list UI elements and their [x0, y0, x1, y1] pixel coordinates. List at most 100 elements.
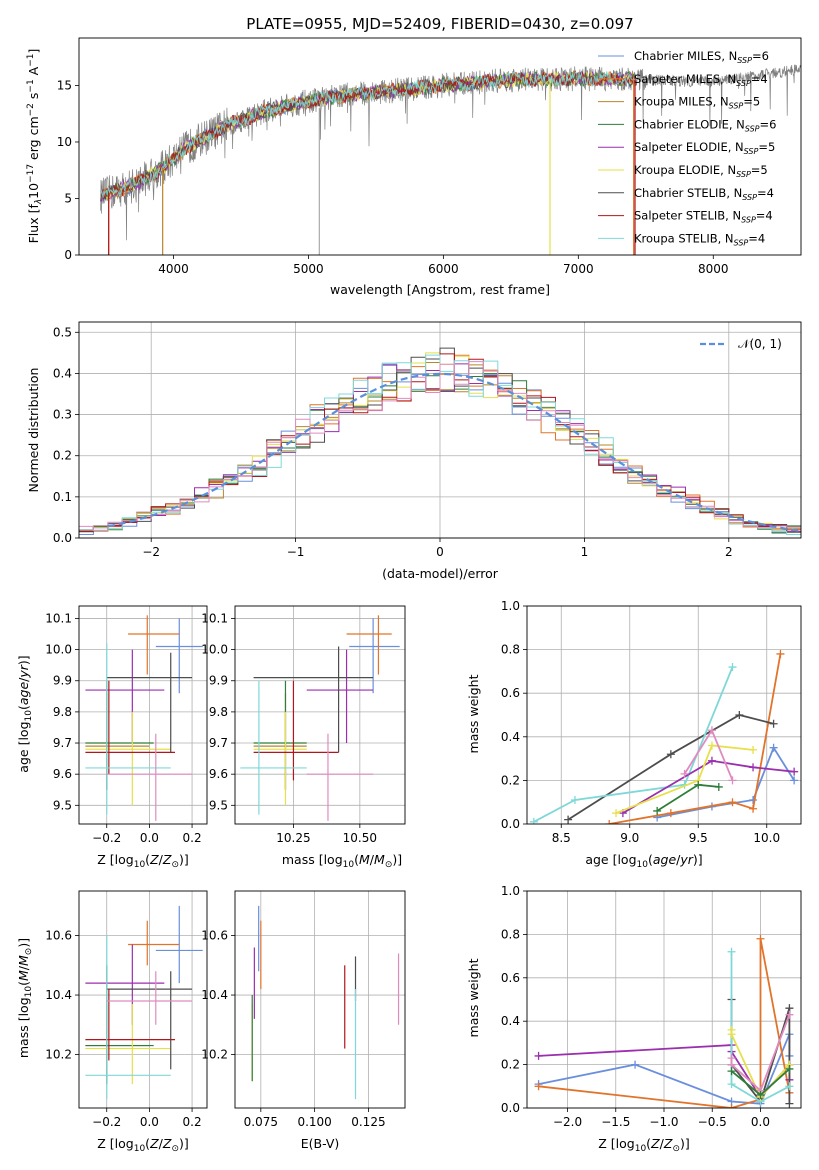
weight-marker — [785, 1064, 794, 1073]
weight-marker — [653, 806, 662, 815]
legend-label: Chabrier ELODIE, NSSP=6 — [634, 117, 776, 133]
agemass-xlabel: mass [log10(M/M⊙)] — [282, 852, 402, 870]
legend-sub: SSP — [744, 147, 759, 156]
weight-marker — [727, 1080, 736, 1089]
y-tick-label: 0.8 — [501, 643, 520, 657]
weight-marker — [707, 756, 716, 765]
histogram-xlabel: (data-model)/error — [382, 566, 499, 581]
legend-value: =6 — [752, 49, 769, 63]
y-tick-label: 0.3 — [53, 408, 72, 422]
legend-sub: SSP — [742, 193, 757, 202]
weight-marker — [756, 934, 765, 943]
errorbar-pink — [106, 971, 193, 1025]
y-tick-label: 10.6 — [45, 929, 72, 943]
ylabel-part: ] — [26, 49, 41, 54]
y-tick-label: 0.6 — [501, 971, 520, 985]
y-tick-label: 10 — [57, 135, 72, 149]
panel-frame — [78, 605, 208, 825]
y-tick-label: 0.4 — [53, 366, 72, 380]
y-tick-label: 0.0 — [53, 531, 72, 545]
errorbar-kroupa-miles — [85, 1003, 150, 1085]
ylabel-part: A — [26, 66, 41, 79]
panel-marks — [529, 649, 799, 824]
weight-marker — [666, 809, 675, 818]
y-tick-label: 10.2 — [201, 1047, 228, 1061]
errorbar-salpeter-stelib — [85, 680, 175, 775]
panel-age-vs-mass: 10.25 10.50 9.5 9.6 9.7 9.8 9.9 10.0 10.1 — [201, 605, 406, 845]
weight-marker — [728, 776, 737, 785]
legend-name: Chabrier ELODIE, N — [634, 117, 745, 131]
legend-value: =5 — [743, 95, 760, 109]
weight-line-kroupa-elodie — [615, 744, 754, 814]
x-tick-label: 4000 — [158, 262, 189, 276]
x-tick-label: −1 — [287, 545, 305, 559]
panel-marks — [240, 615, 400, 821]
errorbar-salpeter-elodie — [306, 649, 374, 744]
weight-line-kroupa-stelib — [533, 666, 734, 823]
weight-line-salpeter-elodie — [622, 759, 795, 814]
weight-marker — [776, 649, 785, 658]
y-tick-label: 0.2 — [53, 449, 72, 463]
y-tick-label: 9.9 — [209, 674, 228, 688]
y-tick-label: 0.2 — [501, 773, 520, 787]
weight-marker — [790, 776, 799, 785]
ageZ-xlabel: Z [log10(Z/Z⊙)] — [97, 852, 189, 870]
x-tick-label: 8.5 — [552, 831, 571, 845]
y-tick-label: 0.4 — [501, 730, 520, 744]
errorbar-kroupa-stelib — [85, 935, 171, 1100]
y-tick-label: 5 — [64, 191, 72, 205]
spectrum-frame — [78, 37, 802, 256]
weight-line-kroupa-stelib — [730, 951, 790, 1103]
x-tick-label: 10.0 — [753, 831, 780, 845]
spectrum-panel: PLATE=0955, MJD=52409, FIBERID=0430, z=0… — [26, 15, 802, 297]
weight-marker — [749, 796, 758, 805]
errorbar-salpeter-stelib — [85, 989, 175, 1061]
errorbar-chabrier-stelib — [106, 971, 193, 1070]
legend-value: =6 — [760, 117, 777, 131]
weight-marker — [749, 763, 758, 772]
errorbar-salpeter-miles — [128, 920, 180, 966]
legend-sub: SSP — [736, 79, 751, 88]
errorbar-kroupa-miles — [85, 693, 150, 790]
errorbar-chabrier-stelib — [253, 646, 374, 753]
weight-line-chabrier-stelib — [567, 714, 774, 821]
weight-marker — [714, 782, 723, 791]
y-tick-label: 10.6 — [201, 929, 228, 943]
legend-label: Kroupa ELODIE, NSSP=5 — [634, 163, 768, 179]
x-tick-label: 10.25 — [276, 831, 310, 845]
weight-marker — [694, 780, 703, 789]
errorbar-salpeter-stelib — [253, 680, 339, 781]
legend-value: =4 — [748, 231, 765, 245]
histogram-step-pink — [79, 361, 801, 531]
massZ-ylabel: mass [log10(M/M⊙)] — [16, 938, 34, 1058]
weight-marker — [727, 947, 736, 956]
ylabel-part: Flux [f — [26, 204, 41, 244]
weight-marker — [534, 1082, 543, 1091]
x-tick-label: 0.075 — [244, 1115, 278, 1129]
legend-label: Salpeter MILES, NSSP=4 — [634, 72, 768, 88]
y-tick-label: 0.0 — [501, 1101, 520, 1115]
weight-marker — [612, 809, 621, 818]
y-tick-label: 0.5 — [53, 325, 72, 339]
histogram-ylabel: Normed distribution — [26, 368, 41, 493]
weight-marker — [790, 767, 799, 776]
histogram-panel: −2 −1 0 1 2 0.0 0.1 0.2 0.3 0.4 0.5 (data-model)/e… — [26, 321, 802, 581]
weight-marker — [631, 1060, 640, 1069]
legend-name: Kroupa STELIB, N — [634, 231, 734, 245]
panel-mass-vs-EBV: 0.075 0.100 0.125 10.2 10.4 10.6 — [201, 890, 406, 1129]
gaussian-curve — [107, 372, 802, 532]
weight-marker — [707, 741, 716, 750]
legend-sub: SSP — [745, 124, 760, 133]
errorbar-kroupa-stelib — [85, 643, 171, 815]
y-tick-label: 10.1 — [45, 611, 72, 625]
legend-value: =5 — [758, 140, 775, 154]
panel-frame — [234, 890, 406, 1109]
ylabel-part: s — [26, 93, 41, 104]
weight-marker — [727, 1104, 736, 1108]
errorbar-chabrier-miles — [349, 618, 400, 694]
panel-mass-weight-vs-Z: −2.0 −1.5 −1.0 −0.5 0.0 0.0 0.2 0.4 0.6 0.8 1.0 — [501, 884, 802, 1129]
legend-sub: SSP — [734, 238, 749, 247]
legend-name: Chabrier STELIB, N — [634, 186, 742, 200]
x-tick-label: 1 — [581, 545, 589, 559]
